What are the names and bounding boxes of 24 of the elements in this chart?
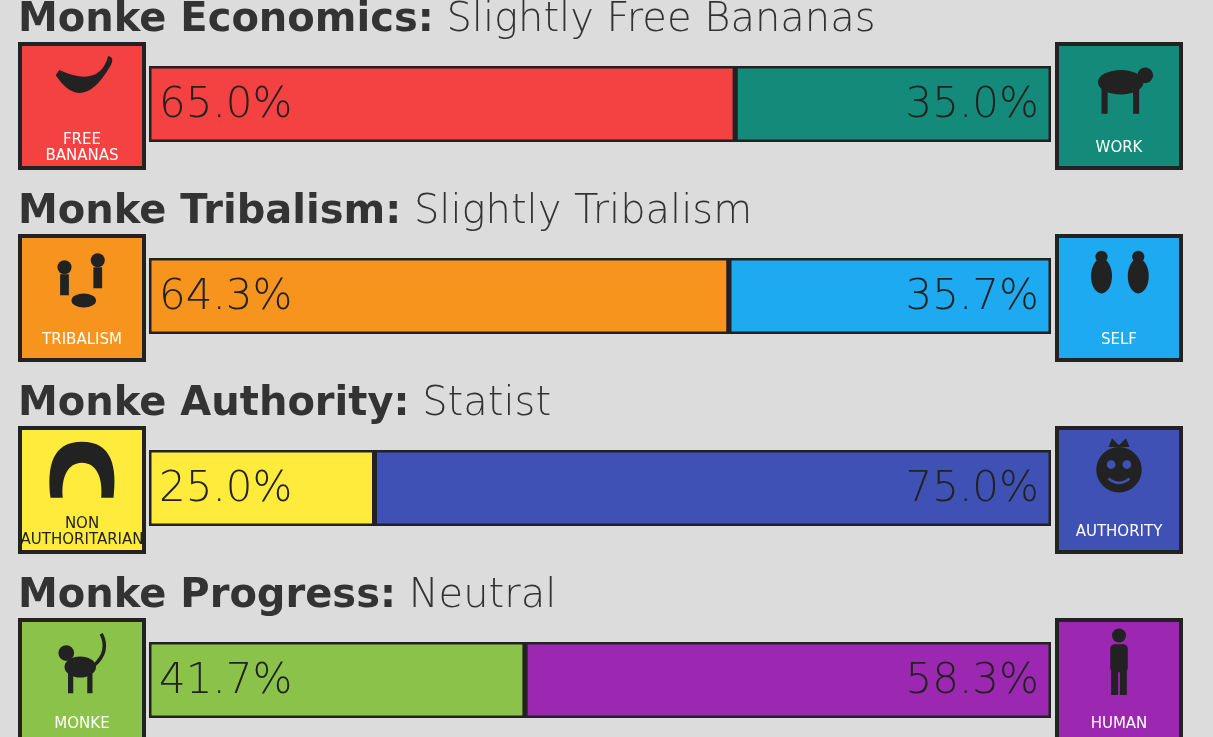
chart-subtitle: Neutral xyxy=(408,570,557,616)
chart-subtitle: Slightly Tribalism xyxy=(413,186,753,232)
series-label: TRIBALISM xyxy=(22,320,142,358)
data-label: 35.0% xyxy=(905,78,1039,127)
data-label: 41.7% xyxy=(159,654,293,703)
text: SELF xyxy=(1059,320,1179,358)
chart-title: Monke Economics: xyxy=(18,0,434,40)
chart-title: Monke Authority: xyxy=(18,378,410,424)
series-label: AUTHORITY xyxy=(1059,512,1179,550)
data-label: 64.3% xyxy=(159,270,293,319)
text: WORK xyxy=(1059,128,1179,166)
text: HUMAN xyxy=(1059,704,1179,737)
text: MONKE xyxy=(22,704,142,737)
data-label: 58.3% xyxy=(905,654,1039,703)
data-label: 35.7% xyxy=(905,270,1039,319)
chart-subtitle: Slightly Free Bananas xyxy=(446,0,876,40)
data-label: 75.0% xyxy=(905,462,1039,511)
series-label: NON AUTHORITARIAN xyxy=(20,512,144,550)
chart-subtitle: Statist xyxy=(422,378,552,424)
data-label: 25.0% xyxy=(159,462,293,511)
data-label: 65.0% xyxy=(159,78,293,127)
chart-title: Monke Progress: xyxy=(18,570,396,616)
text: FREE BANANAS xyxy=(22,128,142,166)
chart-title: Monke Tribalism: xyxy=(18,186,402,232)
